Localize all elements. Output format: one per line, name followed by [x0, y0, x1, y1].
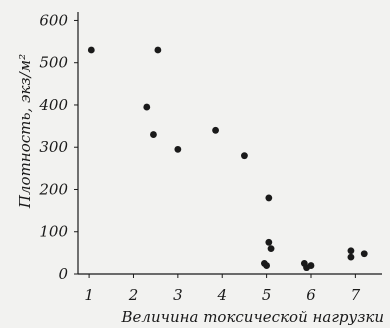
data-point [265, 194, 273, 202]
data-point [307, 262, 315, 269]
data-point [265, 238, 273, 246]
y-tick-label: 500 [39, 54, 68, 72]
data-point [150, 131, 157, 138]
data-point [154, 46, 162, 54]
data-point [241, 152, 248, 160]
x-axis-label: Величина токсической нагрузки [121, 308, 385, 326]
data-point [174, 145, 182, 153]
x-tick-label: 4 [216, 286, 227, 304]
axes [74, 12, 382, 278]
y-tick-label: 100 [39, 223, 68, 241]
tick-labels: 0 100 200 300 400 500 600 1 2 3 4 5 6 7 [38, 11, 360, 304]
y-tick-label: 200 [38, 180, 68, 198]
x-tick-label: 7 [351, 286, 361, 304]
x-tick-label: 2 [128, 286, 139, 304]
x-tick-label: 5 [262, 286, 272, 304]
data-point [212, 126, 219, 134]
x-tick-label: 1 [84, 286, 94, 304]
y-tick-label: 400 [38, 96, 68, 114]
x-tick-label: 3 [173, 286, 183, 304]
data-point [143, 103, 151, 111]
data-points [87, 46, 368, 272]
x-tick-label: 6 [306, 286, 316, 304]
data-point [347, 247, 355, 255]
data-point [87, 46, 95, 54]
data-point [267, 245, 275, 253]
y-axis-label: Плотность, экз/м² [16, 54, 34, 209]
data-point [263, 262, 271, 269]
data-point [347, 253, 355, 261]
y-tick-label: 300 [39, 138, 68, 156]
data-point [360, 250, 368, 258]
y-tick-label: 600 [39, 11, 68, 29]
y-tick-label: 0 [58, 265, 68, 283]
